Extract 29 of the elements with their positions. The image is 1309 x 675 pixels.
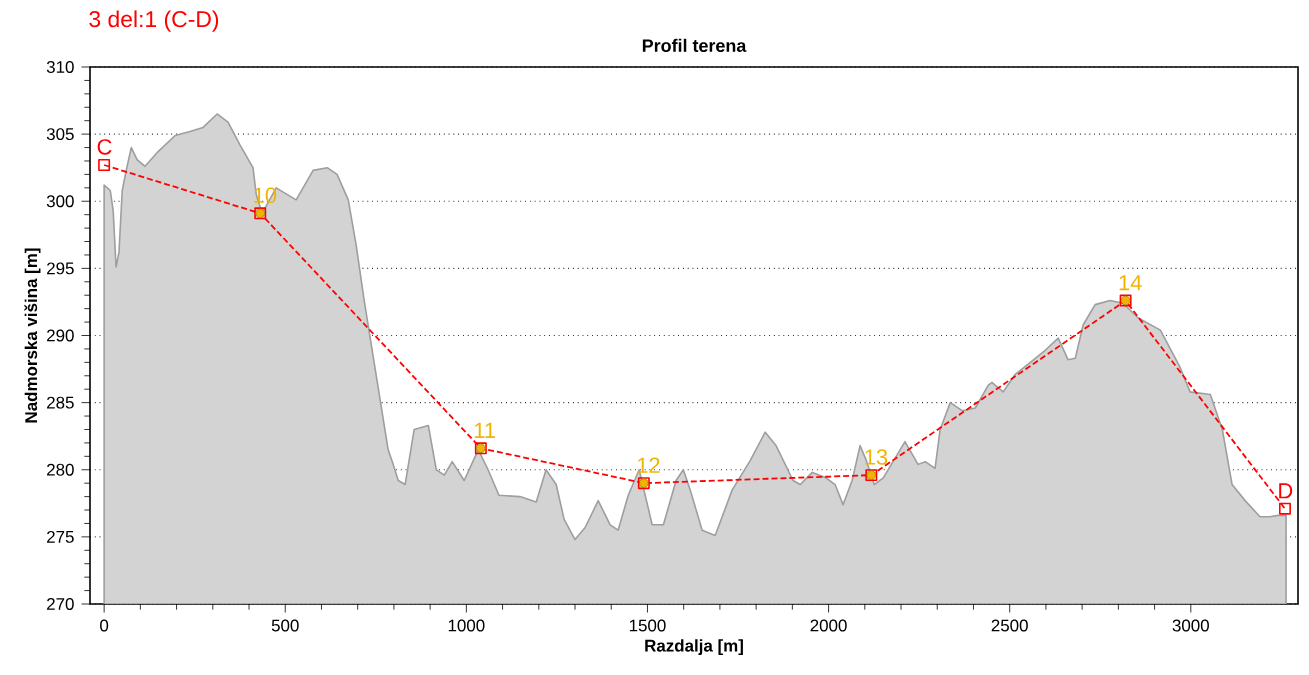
x-tick-label: 500	[271, 619, 299, 632]
x-tick-label: 0	[100, 619, 109, 632]
y-tick-label: 275	[47, 530, 74, 543]
annotation: 13	[865, 449, 888, 465]
y-tick-label: 310	[46, 61, 74, 73]
y-tick-label: 305	[46, 128, 74, 141]
y-axis-title: Nadmorska višina [m]	[24, 248, 41, 423]
x-tick-label: 3000	[1172, 619, 1209, 632]
x-tick-label: 2500	[991, 619, 1028, 632]
y-tick-label: 285	[47, 396, 74, 409]
x-tick-label: 1500	[629, 619, 666, 632]
x-tick-label: 2000	[810, 619, 847, 632]
annotation: 14	[1119, 275, 1142, 291]
annotation: C	[97, 139, 112, 155]
point	[1279, 502, 1291, 515]
annotation: 10	[254, 187, 277, 203]
point	[98, 159, 111, 171]
y-tick-label: 280	[47, 463, 74, 476]
annotation: 12	[637, 457, 660, 473]
y-tick-label: 290	[47, 329, 74, 342]
y-tick-label: 300	[46, 195, 74, 208]
x-tick-label: 1000	[448, 619, 485, 632]
x-axis-title: Razdalja [m]	[645, 639, 743, 656]
annotation: D	[1279, 483, 1293, 499]
chart-subtitle: 3 del:1 (C-D)	[89, 10, 219, 32]
y-tick-label: 295	[47, 262, 74, 275]
annotation: 11	[474, 422, 495, 438]
y-tick-label: 270	[47, 598, 74, 610]
chart-title: Profil terena	[642, 38, 747, 52]
